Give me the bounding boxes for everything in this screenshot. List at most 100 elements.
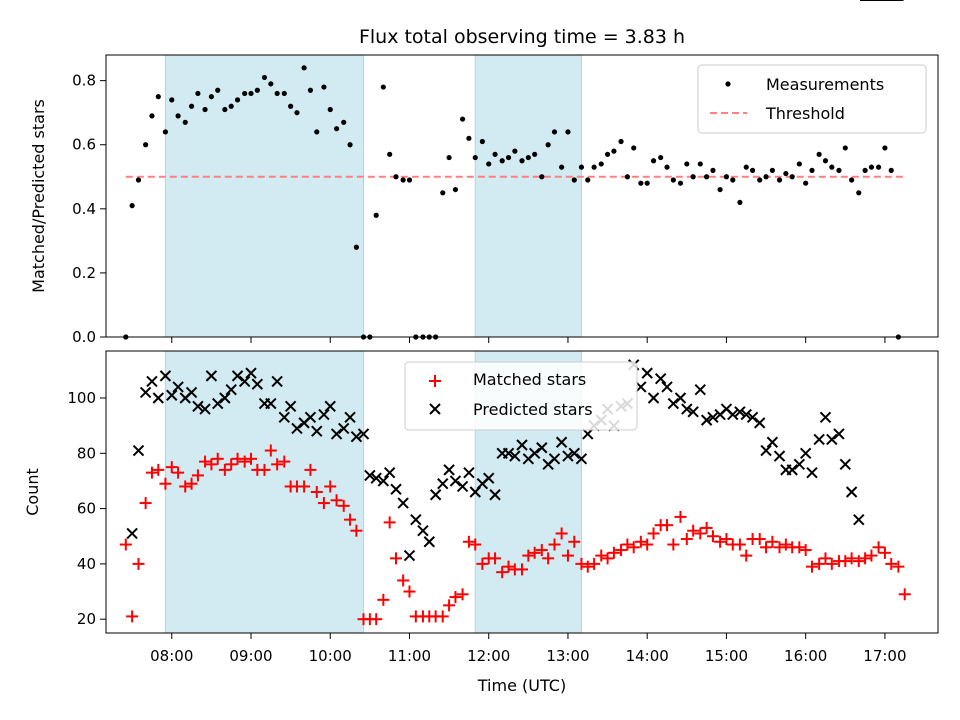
predicted-star-point (754, 417, 766, 429)
measurement-point (578, 164, 585, 170)
predicted-star-point (734, 406, 746, 418)
measurement-point (347, 142, 353, 148)
matched-star-point (390, 552, 403, 565)
predicted-star-point (635, 381, 647, 393)
legend-matched-marker (429, 375, 441, 387)
predicted-star-point (338, 422, 350, 435)
measurement-point (373, 212, 379, 218)
measurement-point (512, 148, 518, 154)
measurement-point (387, 151, 393, 157)
measurement-point (208, 94, 214, 100)
matched-star-point (753, 533, 766, 545)
predicted-star-point (773, 450, 786, 462)
x-tick-label: 12:00 (467, 647, 510, 665)
predicted-star-point (839, 458, 851, 471)
predicted-star-point (185, 386, 198, 399)
predicted-star-point (707, 411, 719, 424)
predicted-star-point (390, 483, 402, 495)
matched-star-point (706, 530, 719, 543)
predicted-star-point (667, 397, 680, 410)
matched-star-point (720, 533, 733, 545)
measurement-point (684, 161, 690, 167)
measurement-point (789, 174, 795, 180)
matched-star-point (872, 541, 885, 554)
matched-star-point (528, 546, 541, 559)
measurement-point (551, 129, 558, 135)
measurement-point (353, 244, 359, 250)
measurement-point (842, 145, 848, 151)
predicted-star-point (443, 464, 455, 476)
matched-star-point (859, 552, 872, 565)
matched-star-point (238, 455, 251, 468)
matched-star-point (607, 546, 620, 559)
measurement-point (757, 177, 763, 183)
x-tick-label: 16:00 (784, 647, 827, 665)
matched-star-point (516, 563, 528, 576)
measurement-point (222, 106, 228, 113)
matched-star-point (264, 444, 277, 457)
matched-star-point (205, 458, 218, 471)
matched-star-point (733, 538, 746, 551)
matched-star-point (542, 552, 555, 565)
measurement-point (380, 84, 386, 90)
measurement-point (129, 203, 135, 209)
measurement-point (591, 164, 597, 170)
predicted-star-point (793, 458, 806, 471)
measurement-point (261, 74, 268, 81)
predicted-star-point (212, 397, 224, 410)
measurement-point (868, 164, 875, 170)
predicted-star-point (318, 408, 330, 421)
measurement-point (763, 174, 769, 180)
legend-measurements-marker (725, 81, 731, 87)
bottom-panel: 20 40 60 80 100 08:00 09:00 10:00 11:00 12:00 13:… (23, 0, 939, 695)
predicted-star-point (370, 472, 382, 484)
top-legend-box (697, 64, 927, 134)
y-tick-label: 0.6 (72, 136, 96, 154)
matched-star-point (647, 527, 660, 540)
measurement-point (215, 87, 221, 93)
matched-star-point (680, 533, 693, 545)
measurement-point (664, 164, 670, 170)
measurement-point (499, 158, 505, 164)
measurement-point (452, 186, 459, 193)
matched-star-point (218, 463, 231, 476)
matched-star-point (298, 480, 311, 493)
predicted-star-point (132, 444, 145, 457)
matched-star-point (469, 538, 482, 551)
measurement-point (598, 161, 604, 167)
predicted-stars-series (126, 0, 904, 562)
matched-star-point (165, 461, 178, 474)
matched-star-point (310, 486, 323, 498)
x-tick-label: 13:00 (546, 647, 589, 665)
measurement-point (143, 142, 149, 148)
y-tick-label: 0.2 (72, 264, 96, 282)
measurement-point (288, 103, 294, 109)
predicted-star-point (139, 386, 152, 399)
x-tick-label: 09:00 (229, 647, 272, 665)
matched-star-point (561, 549, 574, 562)
measurement-point (440, 190, 446, 196)
matched-star-point (799, 544, 812, 557)
matched-star-point (456, 588, 469, 601)
predicted-star-point (205, 370, 218, 382)
measurement-point (228, 103, 234, 109)
measurement-point (525, 154, 531, 161)
matched-star-point (139, 497, 152, 510)
predicted-star-point (350, 430, 363, 443)
matched-star-point (304, 463, 317, 476)
measurement-point (505, 154, 512, 161)
measurement-point (393, 174, 399, 180)
predicted-star-point (437, 477, 449, 490)
predicted-star-point (575, 453, 588, 465)
measurement-point (783, 170, 789, 177)
chart-title: Flux total observing time = 3.83 h (359, 26, 685, 48)
y-tick-label: 0.0 (72, 328, 96, 346)
predicted-star-point (146, 375, 158, 388)
predicted-star-point (456, 480, 469, 493)
matched-star-point (231, 452, 244, 465)
predicted-star-point (799, 447, 812, 460)
measurement-point (169, 97, 175, 103)
predicted-star-point (417, 524, 429, 537)
measurement-point (644, 180, 650, 186)
